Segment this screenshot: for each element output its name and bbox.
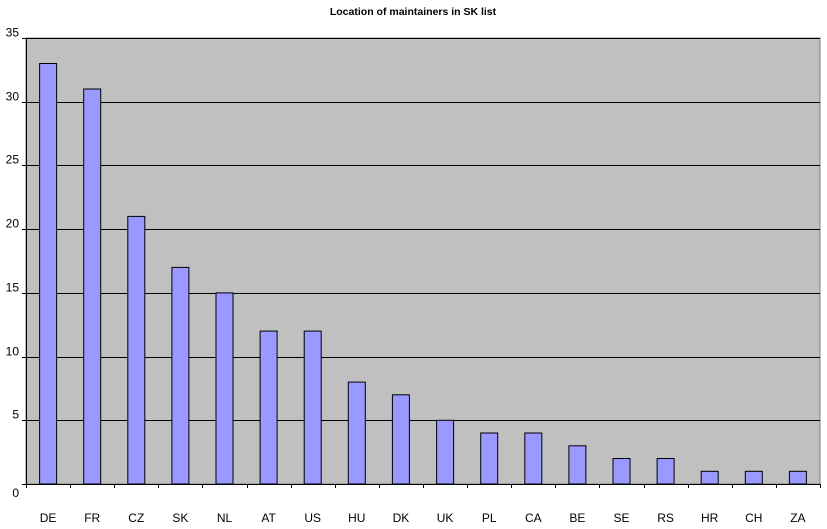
bar-fr [83,88,102,485]
bar-rs [656,458,675,485]
bar-hu [347,381,366,485]
x-tick-label-fr: FR [84,511,100,525]
bar-dk [391,394,410,485]
y-tick-label-10: 10 [6,345,20,359]
bar-cz [127,215,146,485]
y-tick-label-25: 25 [6,153,20,167]
bar-de [39,63,58,485]
bar-sk [171,266,190,485]
bar-nl [215,292,234,485]
x-tick-label-hu: HU [348,511,365,525]
x-tick-label-sk: SK [172,511,188,525]
x-axis: DE FR CZ SK NL AT US HU DK UK PL CA BE SE RS HR CH ZA [26,484,821,525]
y-tick-label-5: 5 [12,408,19,422]
x-tick-label-rs: RS [657,511,674,525]
x-tick-label-us: US [304,511,321,525]
bar-hr [700,470,719,485]
chart-title: Location of maintainers in SK list [330,6,497,18]
x-tick-label-cz: CZ [128,511,144,525]
bar-us [303,330,322,485]
x-tick-label-at: AT [261,511,276,525]
x-tick-label-hr: HR [701,511,719,525]
x-tick-label-nl: NL [217,511,233,525]
bar-se [612,458,631,485]
y-tick-label-30: 30 [6,90,20,104]
bar-at [259,330,278,485]
bars [39,63,807,485]
x-tick-label-be: BE [569,511,585,525]
y-tick-label-0: 0 [12,486,19,500]
gridlines [26,38,820,421]
bar-ca [524,432,543,485]
x-tick-label-pl: PL [482,511,497,525]
y-tick-label-20: 20 [6,217,20,231]
bar-pl [480,432,499,485]
plot-area [25,37,821,485]
x-tick-label-de: DE [40,511,57,525]
x-tick-label-ca: CA [525,511,542,525]
bar-ch [744,470,763,485]
bar-uk [436,419,455,485]
x-tick-label-ch: CH [745,511,762,525]
x-tick-label-se: SE [613,511,629,525]
y-tick-label-15: 15 [6,281,20,295]
y-axis: 0 5 10 15 20 25 30 35 [6,26,27,500]
x-tick-label-uk: UK [437,511,454,525]
bar-be [568,445,587,485]
x-tick-label-za: ZA [790,511,805,525]
bar-za [788,470,807,485]
y-tick-label-35: 35 [6,26,20,40]
x-tick-label-dk: DK [393,511,410,525]
